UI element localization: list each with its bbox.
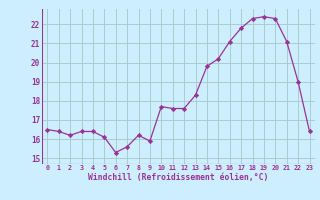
X-axis label: Windchill (Refroidissement éolien,°C): Windchill (Refroidissement éolien,°C) <box>88 173 268 182</box>
